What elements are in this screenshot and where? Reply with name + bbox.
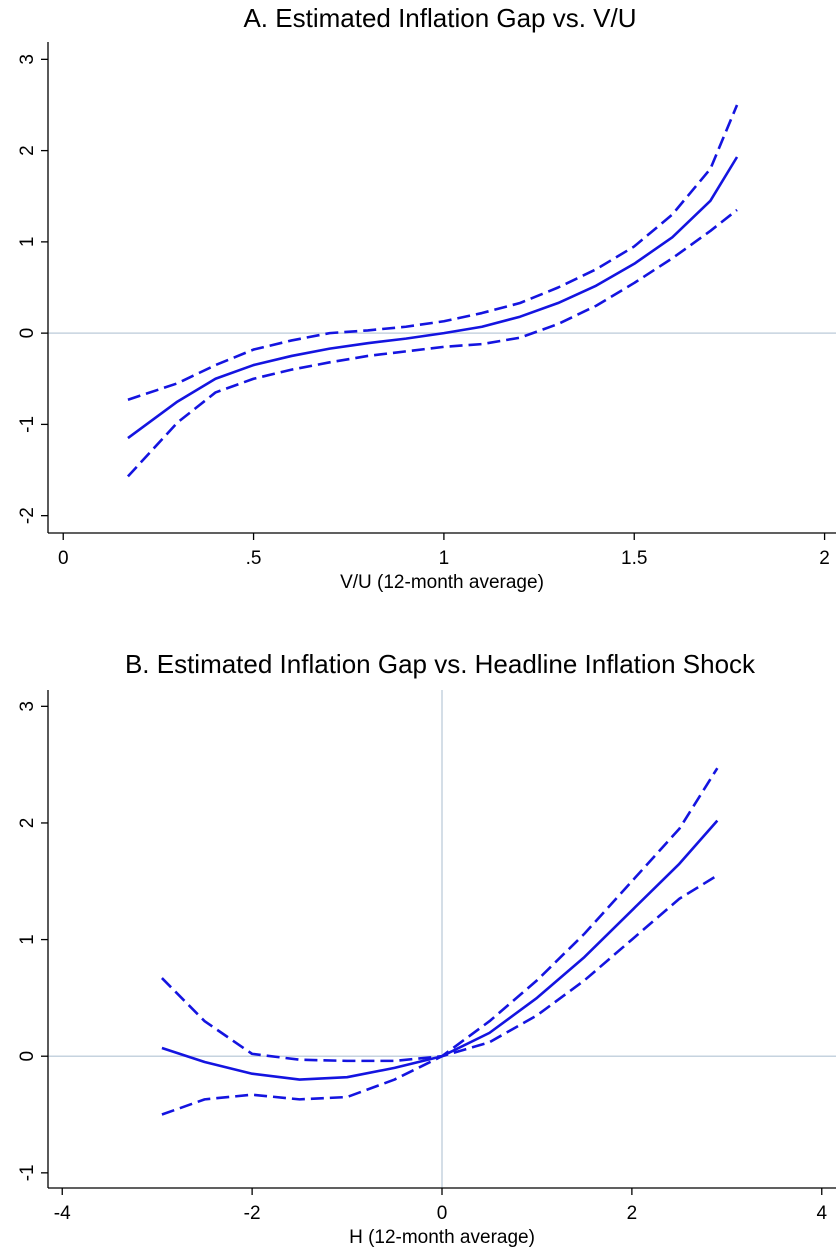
x-tick-label: 2: [627, 1203, 638, 1224]
y-tick-label: 3: [17, 54, 38, 65]
y-tick-label: -1: [17, 416, 38, 433]
y-tick-label: 1: [17, 237, 38, 248]
x-tick-label: .5: [246, 548, 262, 569]
y-tick-label: 3: [17, 701, 38, 712]
series-line: [161, 819, 719, 1081]
x-tick-label: 1: [439, 548, 450, 569]
y-tick-label: 2: [17, 818, 38, 829]
y-tick-label: 2: [17, 145, 38, 156]
series-line: [161, 874, 719, 1116]
y-tick-label: -2: [17, 507, 38, 524]
series-line: [161, 767, 719, 1063]
y-tick-label: -1: [17, 1164, 38, 1181]
series-line: [126, 208, 738, 478]
x-tick-label: 0: [437, 1203, 448, 1224]
series-line: [127, 156, 739, 440]
x-tick-label: -2: [244, 1203, 261, 1224]
x-axis-label: H (12-month average): [349, 1227, 535, 1248]
y-tick-label: 1: [17, 934, 38, 945]
y-tick-label: 0: [17, 328, 38, 339]
x-tick-label: -4: [54, 1203, 71, 1224]
series-line: [127, 104, 739, 401]
x-tick-label: 4: [816, 1203, 827, 1224]
chart-title: A. Estimated Inflation Gap vs. V/U: [243, 3, 636, 33]
chart-title: B. Estimated Inflation Gap vs. Headline …: [125, 649, 756, 679]
x-tick-label: 1.5: [621, 548, 647, 569]
x-axis-label: V/U (12-month average): [340, 572, 544, 593]
y-tick-label: 0: [17, 1051, 38, 1062]
x-tick-label: 2: [819, 548, 830, 569]
x-tick-label: 0: [58, 548, 69, 569]
